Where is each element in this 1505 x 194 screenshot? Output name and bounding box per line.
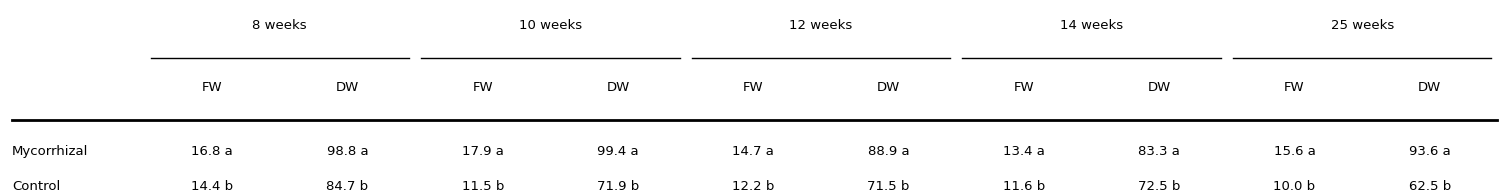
Text: 72.5 b: 72.5 b xyxy=(1138,180,1180,193)
Text: 16.8 a: 16.8 a xyxy=(191,145,233,158)
Text: DW: DW xyxy=(1148,81,1171,94)
Text: FW: FW xyxy=(202,81,223,94)
Text: 17.9 a: 17.9 a xyxy=(462,145,504,158)
Text: 11.6 b: 11.6 b xyxy=(1002,180,1044,193)
Text: 84.7 b: 84.7 b xyxy=(327,180,369,193)
Text: 14.7 a: 14.7 a xyxy=(733,145,774,158)
Text: 62.5 b: 62.5 b xyxy=(1409,180,1451,193)
Text: 93.6 a: 93.6 a xyxy=(1409,145,1451,158)
Text: 12.2 b: 12.2 b xyxy=(731,180,775,193)
Text: 25 weeks: 25 weeks xyxy=(1330,19,1394,32)
Text: 99.4 a: 99.4 a xyxy=(597,145,638,158)
Text: 71.9 b: 71.9 b xyxy=(597,180,640,193)
Text: FW: FW xyxy=(743,81,763,94)
Text: 14.4 b: 14.4 b xyxy=(191,180,233,193)
Text: 13.4 a: 13.4 a xyxy=(1002,145,1044,158)
Text: Control: Control xyxy=(12,180,60,193)
Text: 15.6 a: 15.6 a xyxy=(1273,145,1315,158)
Text: DW: DW xyxy=(607,81,629,94)
Text: FW: FW xyxy=(473,81,494,94)
Text: 88.9 a: 88.9 a xyxy=(868,145,909,158)
Text: 10.0 b: 10.0 b xyxy=(1273,180,1315,193)
Text: 71.5 b: 71.5 b xyxy=(867,180,911,193)
Text: 83.3 a: 83.3 a xyxy=(1138,145,1180,158)
Text: DW: DW xyxy=(336,81,360,94)
Text: 12 weeks: 12 weeks xyxy=(789,19,853,32)
Text: 10 weeks: 10 weeks xyxy=(519,19,582,32)
Text: DW: DW xyxy=(877,81,900,94)
Text: FW: FW xyxy=(1284,81,1305,94)
Text: 98.8 a: 98.8 a xyxy=(327,145,369,158)
Text: 14 weeks: 14 weeks xyxy=(1060,19,1123,32)
Text: 11.5 b: 11.5 b xyxy=(462,180,504,193)
Text: DW: DW xyxy=(1418,81,1442,94)
Text: Mycorrhizal: Mycorrhizal xyxy=(12,145,89,158)
Text: FW: FW xyxy=(1013,81,1034,94)
Text: 8 weeks: 8 weeks xyxy=(253,19,307,32)
